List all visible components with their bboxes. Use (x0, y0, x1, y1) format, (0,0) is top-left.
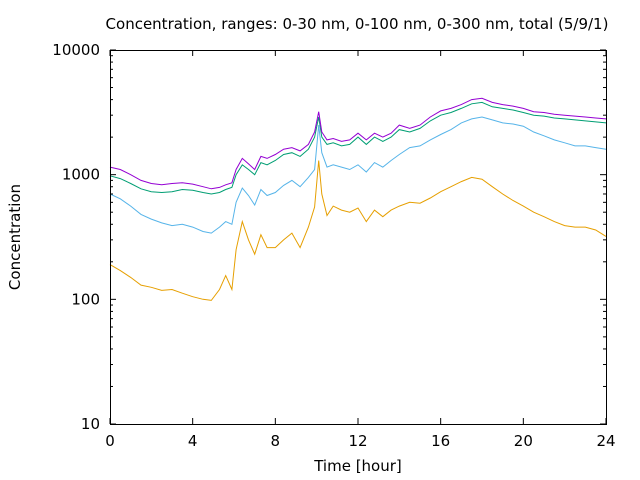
x-tick-label: 0 (105, 432, 115, 450)
x-axis: 0 4 8 12 16 20 24 (105, 50, 616, 450)
y-tick-label: 1000 (62, 166, 100, 184)
x-tick-label: 12 (348, 432, 367, 450)
series-line-4 (109, 97, 607, 190)
y-tick-label: 100 (71, 290, 100, 308)
series-line-2 (109, 116, 607, 234)
x-tick-label: 20 (514, 432, 533, 450)
series-line-1 (109, 160, 607, 301)
plot-frame (110, 50, 607, 425)
y-tick-label: 10 (81, 415, 100, 433)
x-tick-label: 8 (271, 432, 281, 450)
plot-series (109, 97, 607, 301)
chart-title: Concentration, ranges: 0-30 nm, 0-100 nm… (106, 15, 609, 33)
x-tick-label: 4 (188, 432, 198, 450)
x-tick-label: 24 (596, 432, 615, 450)
y-axis: 10 100 1000 10000 (52, 41, 606, 433)
y-axis-title: Concentration (6, 184, 24, 290)
y-tick-label: 10000 (52, 41, 100, 59)
x-tick-label: 16 (431, 432, 450, 450)
x-axis-title: Time [hour] (313, 457, 402, 475)
series-line-3 (109, 101, 607, 195)
